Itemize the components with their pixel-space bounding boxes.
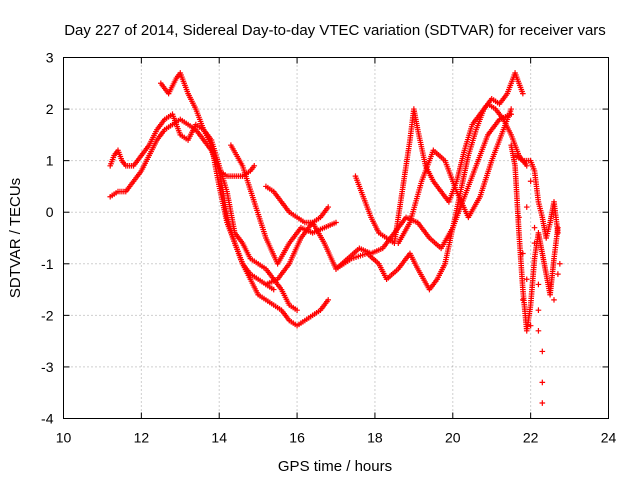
x-tick-label: 22 xyxy=(523,430,539,446)
data-point xyxy=(523,276,530,283)
data-point xyxy=(520,90,526,97)
y-tick-label: 3 xyxy=(46,50,54,66)
data-point xyxy=(539,348,546,355)
data-point xyxy=(270,286,277,293)
data-point xyxy=(520,297,526,303)
series-track-i xyxy=(333,70,526,293)
x-tick-label: 12 xyxy=(134,430,150,446)
series-track-l xyxy=(512,152,561,241)
data-point xyxy=(527,178,534,185)
y-tick-label: 2 xyxy=(46,101,54,117)
series-track-g xyxy=(263,111,514,288)
data-point xyxy=(508,106,514,112)
data-points xyxy=(107,70,563,406)
x-tick-label: 14 xyxy=(211,430,227,446)
data-point xyxy=(535,328,542,334)
y-tick-label: -4 xyxy=(41,411,54,427)
data-point xyxy=(527,322,534,329)
y-tick-label: -1 xyxy=(41,256,54,272)
y-tick-label: -3 xyxy=(41,359,54,375)
data-point xyxy=(294,307,300,313)
data-point xyxy=(516,214,522,221)
plot-frame xyxy=(63,57,609,419)
grid xyxy=(63,57,609,419)
x-axis-label: GPS time / hours xyxy=(278,458,392,475)
data-point xyxy=(251,163,258,169)
data-point xyxy=(555,271,561,277)
data-point xyxy=(539,400,546,406)
data-point xyxy=(535,307,542,313)
data-point xyxy=(555,230,561,236)
x-tick-label: 18 xyxy=(367,430,383,446)
y-axis-label: SDTVAR / TECUs xyxy=(7,178,24,298)
x-tick-label: 24 xyxy=(601,430,617,446)
series-track-h xyxy=(352,101,530,246)
data-point xyxy=(325,204,332,210)
y-tick-label: 0 xyxy=(46,204,54,220)
series-track-j xyxy=(395,106,514,246)
series-track-c xyxy=(158,70,300,313)
data-point xyxy=(539,379,546,386)
series-track-a xyxy=(107,116,332,329)
data-point xyxy=(523,163,530,169)
data-point xyxy=(531,224,538,231)
data-point xyxy=(531,240,538,246)
x-tick-label: 16 xyxy=(289,430,305,446)
y-tick-label: -2 xyxy=(41,307,54,323)
series-track-e xyxy=(228,142,339,267)
y-tick-label: 1 xyxy=(46,153,54,169)
data-point xyxy=(557,260,563,267)
data-point xyxy=(535,281,542,288)
data-point xyxy=(523,204,530,210)
series-scatter-tail xyxy=(516,178,563,406)
data-point xyxy=(551,297,557,303)
data-point xyxy=(547,281,553,288)
series-track-k xyxy=(508,142,561,334)
x-tick-label: 20 xyxy=(445,430,461,446)
series-track-b xyxy=(107,111,277,293)
data-point xyxy=(520,250,526,257)
chart-title: Day 227 of 2014, Sidereal Day-to-day VTE… xyxy=(64,22,606,39)
x-tick-label: 10 xyxy=(56,430,72,446)
data-point xyxy=(333,219,339,226)
data-point xyxy=(325,297,332,303)
